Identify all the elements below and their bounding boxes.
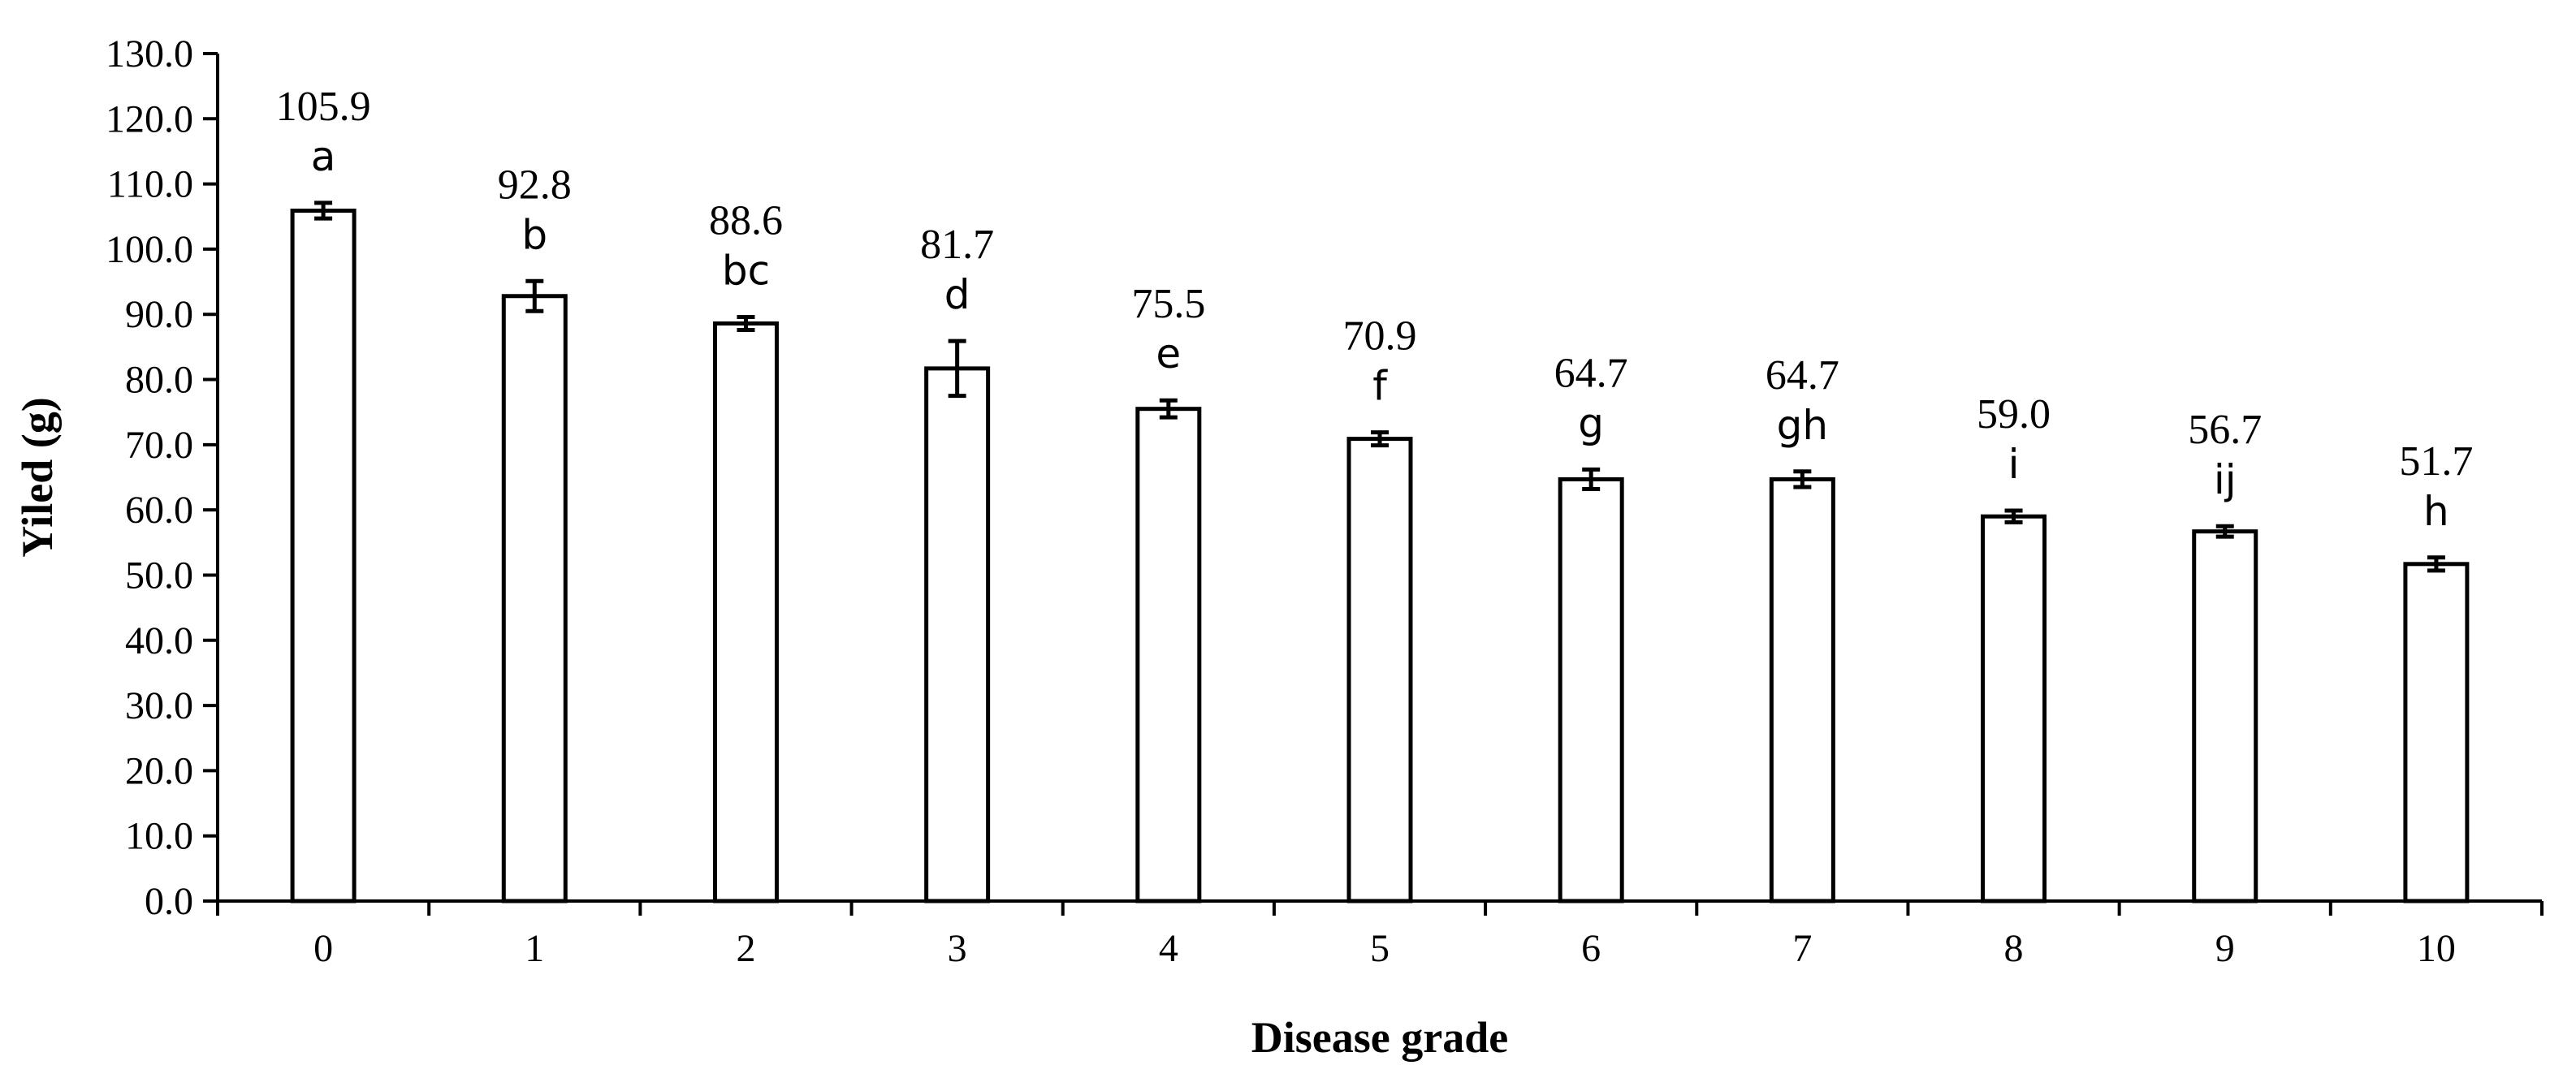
x-tick-label: 9: [2215, 927, 2235, 970]
significance-letter: bc: [722, 247, 770, 294]
x-tick-label: 3: [948, 927, 967, 970]
y-tick-label: 0.0: [145, 880, 193, 923]
significance-letter: a: [311, 133, 336, 180]
y-tick-label: 100.0: [106, 228, 193, 271]
y-tick-label: 30.0: [125, 684, 193, 727]
bar: [1769, 477, 1835, 903]
y-tick-label: 10.0: [125, 815, 193, 858]
y-tick-label: 50.0: [125, 554, 193, 597]
significance-letter: b: [521, 211, 547, 258]
significance-letter: g: [1578, 399, 1604, 446]
data-label: 70.9: [1343, 313, 1417, 360]
bar: [712, 321, 779, 903]
y-axis-ticks: 0.0 10.0 20.0 30.0 40.0 50.0 60.0 70.0 80.0 90.0 1…: [106, 32, 218, 923]
x-tick-label: 0: [313, 927, 333, 970]
y-tick-label: 90.0: [125, 293, 193, 336]
x-tick-label: 7: [1792, 927, 1812, 970]
significance-letter: d: [944, 271, 970, 318]
significance-letter: ij: [2214, 456, 2237, 503]
y-tick-label: 20.0: [125, 749, 193, 792]
data-label: 88.6: [709, 197, 783, 244]
bars: a105.9b92.8bc88.6d81.7e75.5f70.9g64.7gh6…: [276, 84, 2473, 903]
data-label: 75.5: [1131, 281, 1205, 327]
y-tick-label: 40.0: [125, 619, 193, 662]
x-tick-label: 4: [1159, 927, 1178, 970]
axes: [216, 54, 2542, 903]
y-tick-label: 60.0: [125, 489, 193, 532]
bar: [1135, 407, 1202, 903]
significance-letter: f: [1372, 363, 1388, 410]
data-label: 64.7: [1554, 350, 1628, 396]
significance-letter: gh: [1777, 402, 1828, 449]
bar: [2192, 529, 2258, 903]
x-tick-label: 8: [2004, 927, 2024, 970]
data-label: 92.8: [498, 162, 572, 208]
data-label: 51.7: [2399, 438, 2473, 485]
x-tick-label: 6: [1581, 927, 1601, 970]
bar: [290, 209, 357, 903]
data-label: 56.7: [2188, 407, 2262, 453]
data-label: 105.9: [276, 84, 371, 130]
x-tick-label: 10: [2417, 927, 2456, 970]
bar: [924, 366, 991, 903]
x-axis-title: Disease grade: [1251, 1013, 1508, 1062]
y-tick-label: 120.0: [106, 97, 193, 140]
data-label: 81.7: [920, 222, 994, 268]
x-tick-label: 2: [736, 927, 755, 970]
y-tick-label: 110.0: [107, 163, 193, 206]
x-tick-label: 1: [525, 927, 544, 970]
y-tick-label: 70.0: [125, 424, 193, 467]
bar: [1558, 477, 1624, 903]
data-label: 59.0: [1977, 391, 2051, 438]
significance-letter: i: [2008, 441, 2020, 488]
y-tick-label: 80.0: [125, 359, 193, 402]
data-label: 64.7: [1766, 352, 1839, 399]
bar: [1981, 514, 2047, 903]
significance-letter: e: [1156, 330, 1181, 377]
bar: [1346, 437, 1413, 903]
bar: [2403, 562, 2470, 903]
x-axis-ticks: 0 1 2 3 4 5 6 7 8 9 10: [216, 901, 2544, 970]
x-tick-label: 5: [1370, 927, 1390, 970]
y-axis-title: Yiled (g): [13, 397, 62, 557]
y-tick-label: 130.0: [106, 32, 193, 75]
bar: [501, 294, 568, 903]
significance-letter: h: [2423, 488, 2449, 535]
